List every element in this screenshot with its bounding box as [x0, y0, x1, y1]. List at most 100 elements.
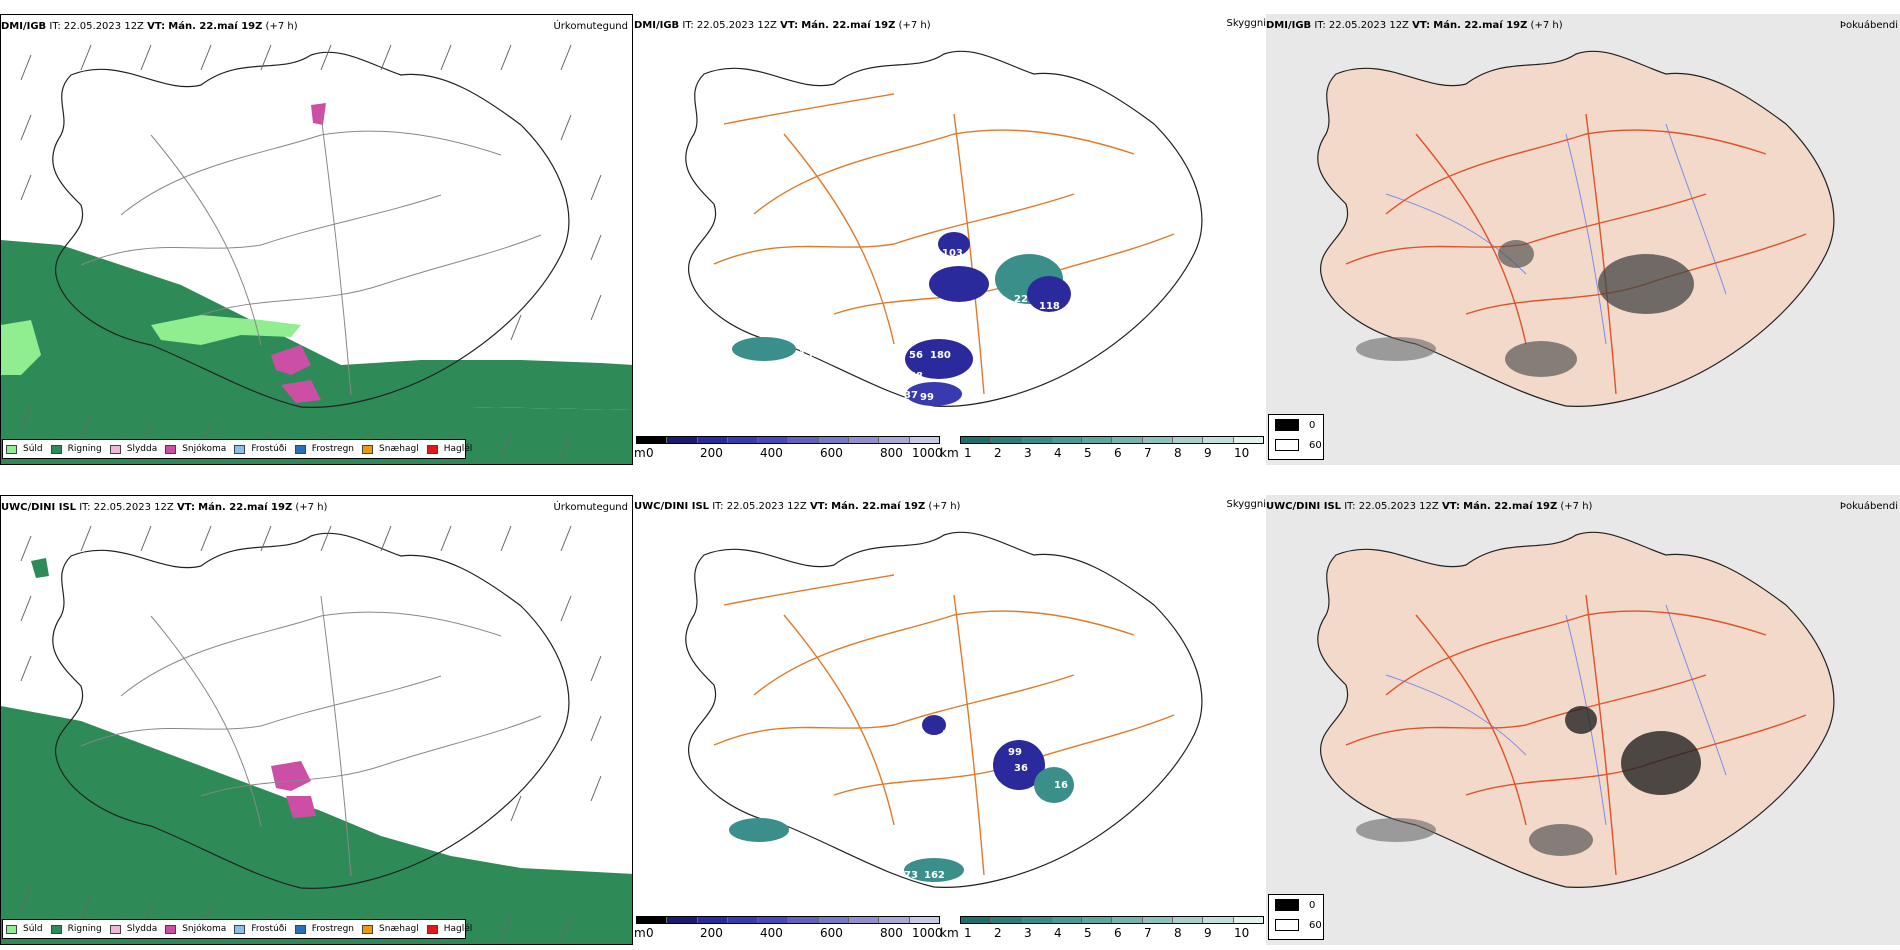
precip-panel-bottom: UWC/DINI ISL IT: 22.05.2023 12Z VT: Mán.…: [0, 495, 633, 945]
tick: 1000: [912, 446, 943, 460]
cloud-patch: [729, 818, 789, 842]
cloud-value-labels: 103 99 36 16 83 73 162: [634, 495, 1266, 945]
snow-area-2: [281, 380, 321, 403]
legend-label: 0: [1309, 419, 1316, 431]
coastline: [685, 50, 1203, 407]
valid-time: Mán. 22.maí 19Z: [168, 21, 263, 32]
cloud-patch: [904, 858, 964, 882]
legend-label: Snæhagl: [379, 924, 419, 934]
legend-item: Snjókoma: [165, 444, 226, 454]
valid-label: VT:: [780, 20, 799, 31]
legend-swatch: [109, 924, 121, 934]
drizzle-area: [1, 320, 41, 375]
tick: 3: [1024, 926, 1032, 940]
legend-label: Snæhagl: [379, 444, 419, 454]
rain-area: [1, 706, 632, 944]
fog-map: [1317, 50, 1835, 407]
tick: 400: [760, 926, 783, 940]
legend-item: Rigning: [50, 924, 102, 934]
cloud-base-colorbar: [636, 916, 940, 924]
cloud-value: 68: [909, 371, 923, 382]
tick: 7: [1144, 926, 1152, 940]
cloud-value: 37: [904, 390, 918, 401]
init-time: 22.05.2023 12Z: [63, 21, 144, 32]
roads: [80, 114, 542, 396]
legend-label: Frostúði: [251, 924, 287, 934]
lead-time: (+7 h): [928, 501, 961, 512]
valid-label: VT:: [147, 21, 166, 32]
legend-label: Frostúði: [251, 444, 287, 454]
legend-swatch: [426, 444, 438, 454]
panel-title: Úrkomutegund: [553, 21, 628, 32]
panel-header: DMI/IGB IT: 22.05.2023 12Z VT: Mán. 22.m…: [1, 21, 298, 32]
legend-label: Frostregn: [311, 444, 355, 454]
tick: 2: [994, 446, 1002, 460]
model-name: UWC/DINI ISL: [1, 502, 77, 513]
legend-swatch: [426, 924, 438, 934]
panel-header: UWC/DINI ISL IT: 22.05.2023 12Z VT: Mán.…: [1266, 501, 1592, 512]
valid-label: VT:: [1412, 20, 1431, 31]
cloud-value-labels: 103 31 22 118 117 225 135 56 180 68 37 9…: [634, 14, 1266, 465]
legend-swatch: [294, 444, 306, 454]
cloud-patch: [732, 337, 796, 361]
model-name: DMI/IGB: [634, 20, 680, 31]
tick: 10: [1234, 926, 1250, 940]
legend-swatch: [362, 444, 374, 454]
legend-swatch: [165, 924, 177, 934]
tick: 1: [964, 446, 972, 460]
cloud-value: 117: [1062, 331, 1083, 342]
tick: 0: [646, 446, 654, 460]
unit-label: m: [634, 446, 646, 460]
legend-swatch: [294, 924, 306, 934]
init-label: IT:: [682, 20, 694, 31]
cloud-panel-bottom: UWC/DINI ISL IT: 22.05.2023 12Z VT: Mán.…: [634, 495, 1266, 945]
tick: 1: [964, 926, 972, 940]
legend-item: Haglél: [426, 444, 473, 454]
legend-swatch: [1275, 919, 1299, 931]
fog-patch: [1529, 824, 1593, 856]
scales: m 0 200 400 600 800 1000 km 1 2 3 4 5 6 …: [634, 436, 1266, 460]
legend-label: Haglél: [443, 444, 473, 454]
fog-patch: [1621, 731, 1701, 795]
panel-header: DMI/IGB IT: 22.05.2023 12Z VT: Mán. 22.m…: [1266, 20, 1563, 31]
snow-area: [271, 761, 311, 791]
legend-swatch: [1275, 439, 1299, 451]
panel-title: Skyggni: [1226, 18, 1266, 29]
unit-label: km: [940, 446, 959, 460]
tick: 2: [994, 926, 1002, 940]
roads: [80, 595, 542, 877]
lead-time: (+7 h): [265, 21, 298, 32]
legend-item: Haglél: [426, 924, 472, 934]
panel-header: DMI/IGB IT: 22.05.2023 12Z VT: Mán. 22.m…: [634, 20, 931, 31]
init-time: 22.05.2023 12Z: [93, 502, 174, 513]
legend-label: Snjókoma: [182, 444, 227, 454]
lead-time: (+7 h): [295, 502, 328, 513]
init-label: IT:: [79, 502, 91, 513]
cloud-value: 22: [1014, 294, 1028, 305]
init-label: IT:: [49, 21, 61, 32]
rain-area-east: [341, 360, 632, 410]
init-time: 22.05.2023 12Z: [696, 20, 777, 31]
init-label: IT:: [1314, 20, 1326, 31]
tick: 9: [1204, 926, 1212, 940]
tick: 6: [1114, 926, 1122, 940]
legend-swatch: [6, 924, 17, 934]
fog-patch: [1356, 337, 1436, 361]
legend-item: Frostúði: [234, 444, 287, 454]
drizzle-area-2: [151, 315, 301, 345]
precip-map: [1, 44, 632, 464]
valid-time: Mán. 22.maí 19Z: [1463, 501, 1558, 512]
legend-label: Snjókoma: [182, 924, 227, 934]
cloud-map: [685, 531, 1203, 888]
cloud-value: 180: [930, 350, 951, 361]
tick: 800: [880, 446, 903, 460]
valid-label: VT:: [809, 501, 828, 512]
init-time: 22.05.2023 12Z: [1358, 501, 1439, 512]
legend-label: Slydda: [126, 924, 158, 934]
legend-label: Frostregn: [311, 924, 355, 934]
valid-time: Mán. 22.maí 19Z: [831, 501, 926, 512]
tick: 600: [820, 926, 843, 940]
model-name: UWC/DINI ISL: [1266, 501, 1342, 512]
panel-title: Þokuábendi: [1839, 501, 1898, 512]
visibility-colorbar: [960, 436, 1264, 444]
